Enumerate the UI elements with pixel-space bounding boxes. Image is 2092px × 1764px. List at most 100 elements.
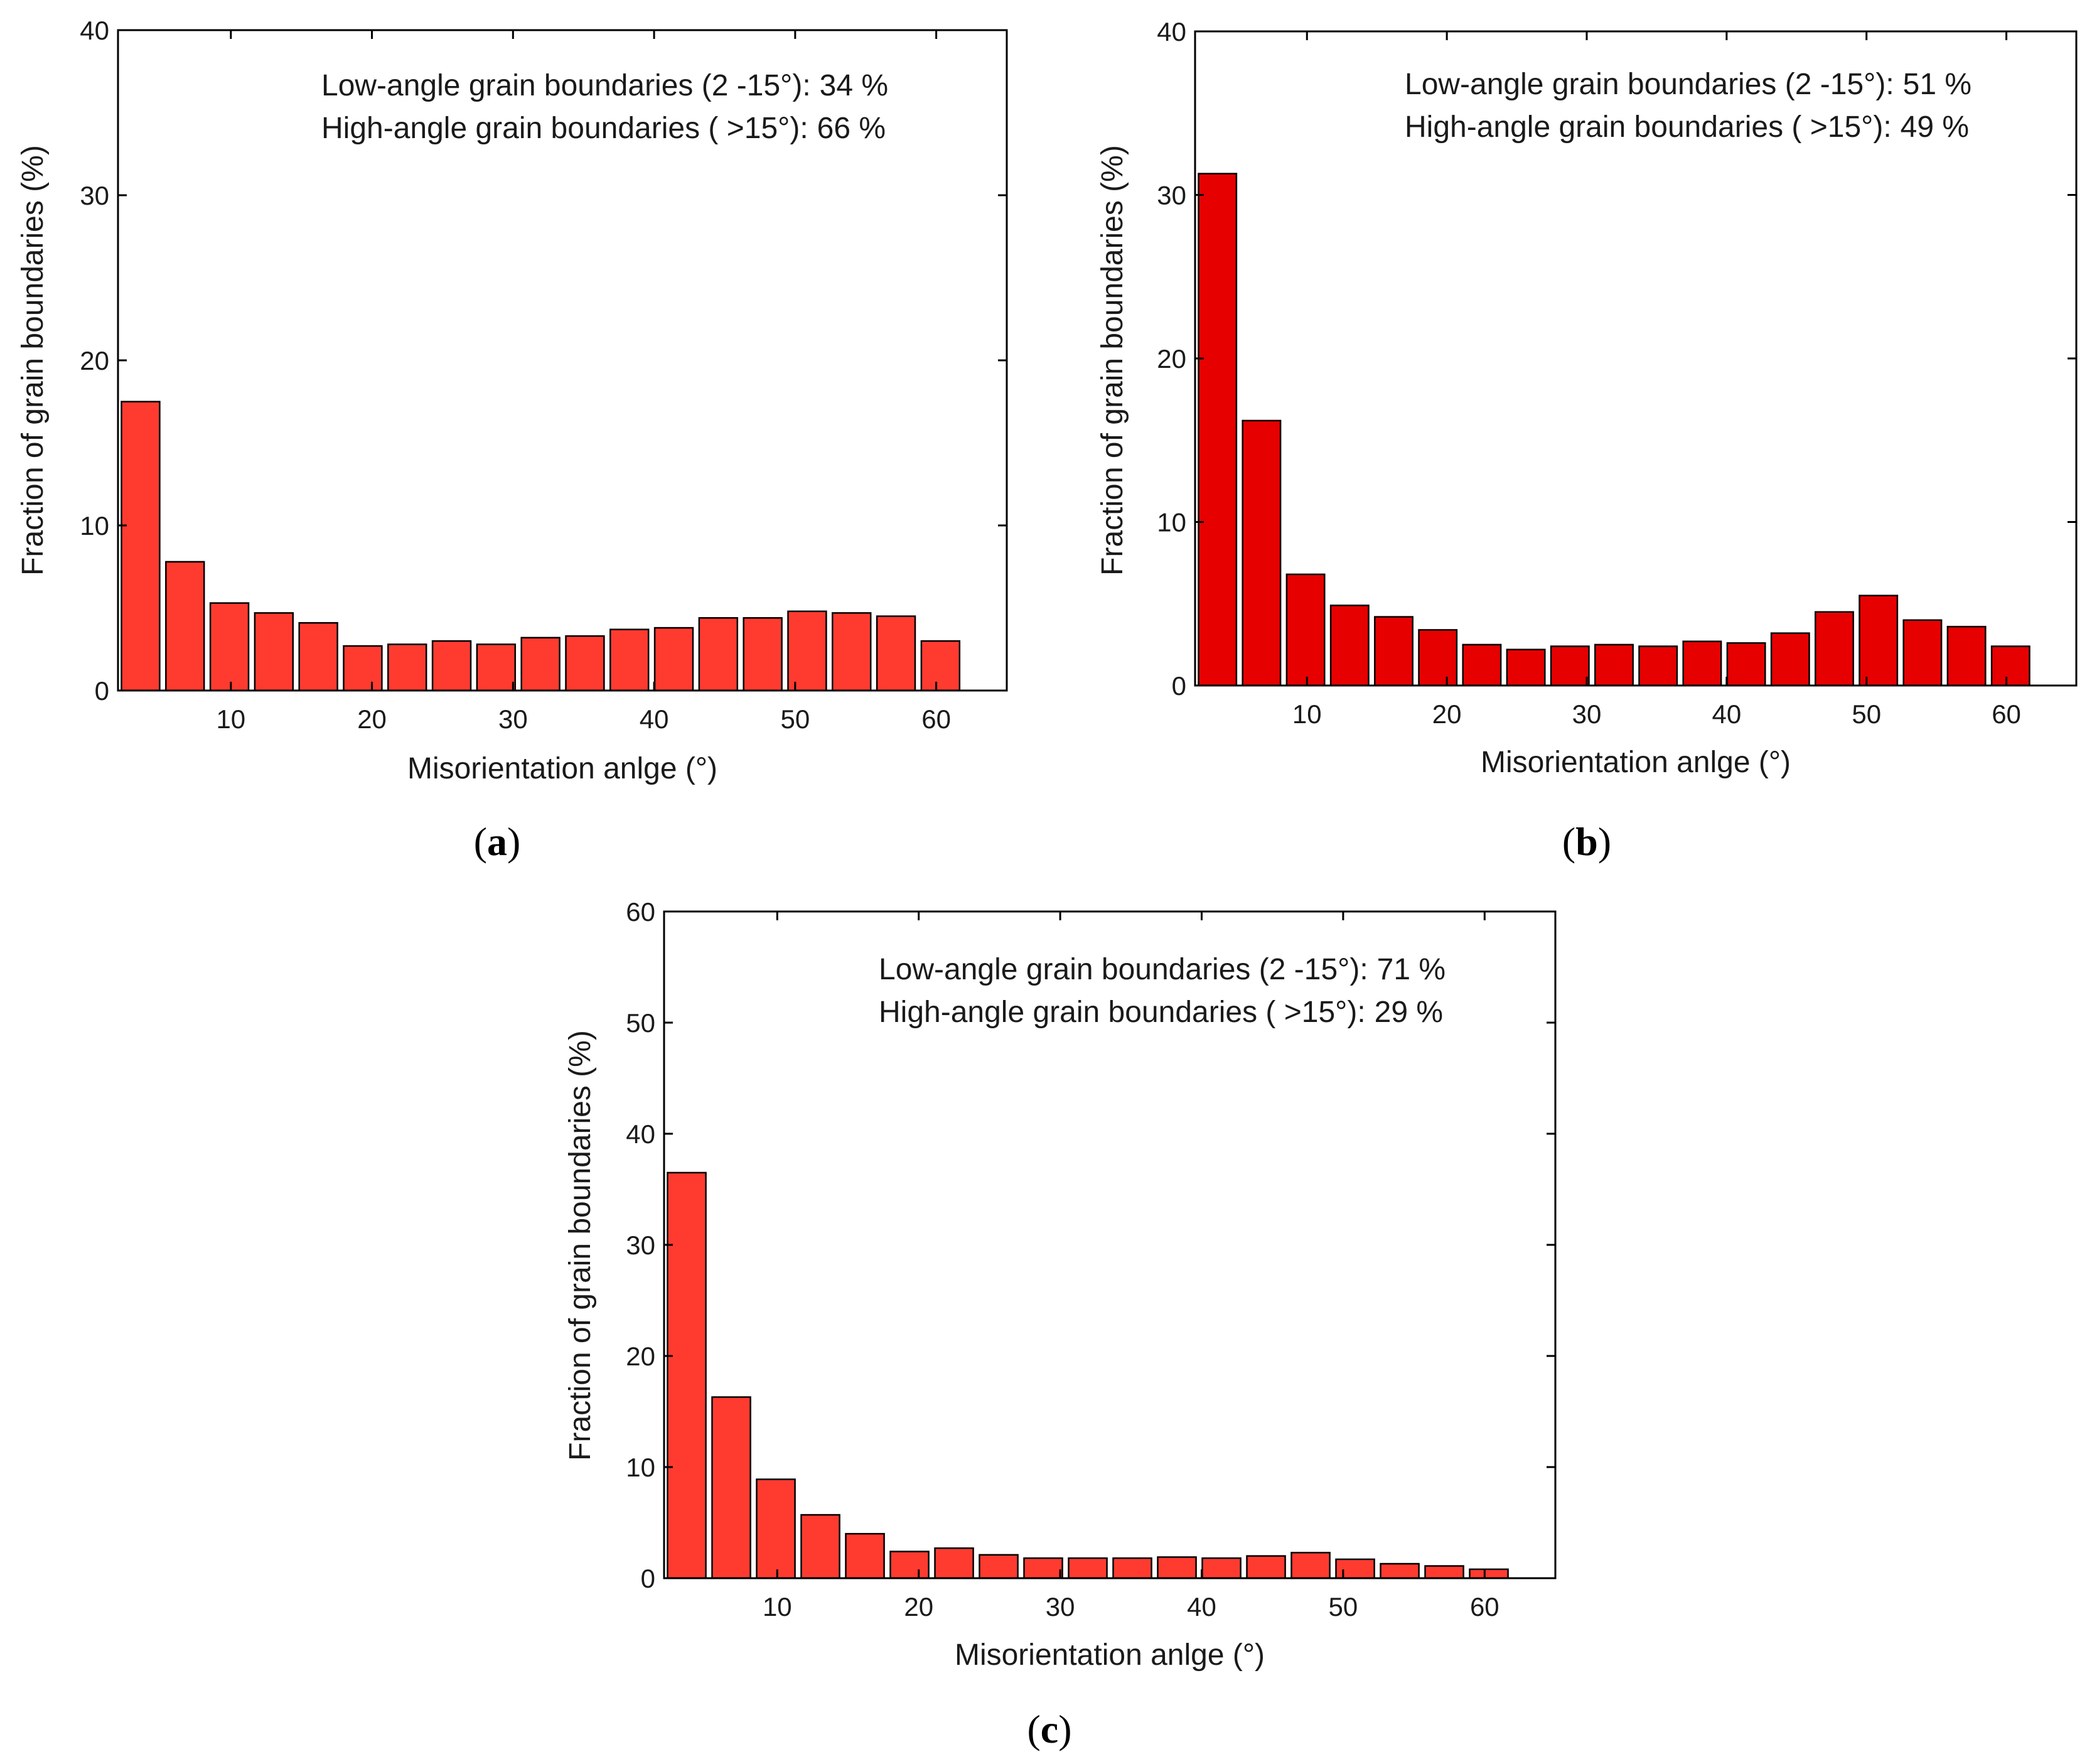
bar-c-14	[1246, 1555, 1286, 1579]
bar-c-6	[889, 1551, 930, 1579]
bar-c-17	[1380, 1562, 1420, 1579]
y-tick-label-a-20: 20	[80, 346, 109, 375]
x-tick-label-a-20: 20	[357, 704, 387, 734]
x-tick-label-c-40: 40	[1187, 1592, 1216, 1621]
bar-b-10	[1594, 643, 1634, 687]
caption-letter-b: b	[1575, 819, 1598, 864]
x-tick-label-b-50: 50	[1852, 699, 1881, 729]
bars-c	[667, 1171, 1509, 1579]
bar-a-13	[653, 627, 694, 692]
y-tick-label-b-40: 40	[1157, 17, 1186, 46]
bar-b-1	[1198, 173, 1238, 687]
bar-c-5	[845, 1532, 885, 1579]
y-tick-label-c-0: 0	[641, 1564, 655, 1593]
y-tick-label-c-20: 20	[626, 1342, 655, 1371]
bar-a-2	[165, 561, 205, 692]
y-axis-label-b: Fraction of grain boundaries (%)	[1096, 145, 1129, 576]
bar-b-14	[1770, 632, 1810, 687]
bar-a-6	[343, 645, 383, 692]
x-tick-label-a-30: 30	[498, 704, 528, 734]
x-tick-label-c-30: 30	[1046, 1592, 1075, 1621]
y-tick-label-b-20: 20	[1157, 344, 1186, 374]
bar-a-4	[254, 612, 294, 692]
annotation-low-angle-c: Low-angle grain boundaries (2 -15°): 71 %	[879, 953, 1446, 986]
bar-b-9	[1550, 645, 1590, 687]
bar-b-7	[1462, 643, 1502, 687]
y-tick-label-b-0: 0	[1172, 671, 1186, 701]
caption-open-a: (	[474, 819, 487, 864]
annotation-low-angle-label-c: Low-angle grain boundaries (2 -15°):	[879, 953, 1368, 986]
bars-b	[1198, 173, 2030, 687]
bar-a-11	[565, 635, 605, 692]
y-tick-label-c-10: 10	[626, 1453, 655, 1482]
tick-labels-c: 0 10 20 30 40 50 60 10 20 30 40 50 60	[626, 897, 1499, 1621]
bar-a-14	[698, 617, 739, 692]
caption-letter-a: a	[487, 819, 507, 864]
bar-c-13	[1201, 1557, 1242, 1579]
panel-c: 0 10 20 30 40 50 60 10 20 30 40 50 60 Misorientation…	[564, 897, 1557, 1751]
panel-caption-a: (a)	[474, 819, 521, 864]
bar-c-2	[711, 1396, 751, 1579]
caption-close-a: )	[507, 819, 520, 864]
bars-a	[121, 401, 961, 692]
x-tick-label-a-40: 40	[640, 704, 669, 734]
annotation-high-angle-b: High-angle grain boundaries ( >15°): 49 %	[1405, 110, 1969, 144]
y-axis-label-a: Fraction of grain boundaries (%)	[16, 145, 50, 576]
ticks-b	[1195, 30, 2076, 687]
bar-c-9	[1023, 1557, 1063, 1579]
bar-c-18	[1424, 1565, 1464, 1579]
annotation-low-angle-label-a: Low-angle grain boundaries (2 -15°):	[321, 69, 811, 102]
annotation-low-angle-value-c: 71 %	[1377, 953, 1446, 986]
x-tick-label-c-50: 50	[1329, 1592, 1358, 1621]
bar-c-3	[756, 1478, 796, 1579]
bar-b-17	[1902, 619, 1943, 687]
y-tick-label-c-40: 40	[626, 1119, 655, 1149]
annotation-high-angle-label-c: High-angle grain boundaries ( >15°):	[879, 996, 1366, 1029]
caption-close-b: )	[1598, 819, 1611, 864]
y-tick-label-c-30: 30	[626, 1230, 655, 1260]
annotation-high-angle-value-a: 66 %	[817, 112, 886, 145]
x-tick-label-a-10: 10	[216, 704, 245, 734]
bar-c-19	[1469, 1568, 1509, 1579]
bar-b-5	[1374, 616, 1413, 687]
bar-c-12	[1157, 1556, 1197, 1579]
caption-letter-c: c	[1041, 1707, 1058, 1751]
bar-a-12	[609, 628, 650, 692]
bar-a-16	[787, 610, 827, 692]
y-tick-label-a-40: 40	[80, 16, 109, 45]
bar-a-17	[832, 612, 872, 692]
annotation-high-angle-label-b: High-angle grain boundaries ( >15°):	[1405, 110, 1892, 144]
bar-b-2	[1242, 419, 1282, 687]
annotation-low-angle-a: Low-angle grain boundaries (2 -15°): 34 %	[321, 69, 888, 102]
x-axis-label-c: Misorientation anlge (°)	[955, 1638, 1265, 1672]
x-tick-label-b-30: 30	[1572, 699, 1602, 729]
bar-c-8	[979, 1554, 1019, 1579]
y-tick-label-b-10: 10	[1157, 508, 1186, 537]
bar-b-3	[1285, 573, 1326, 687]
y-tick-label-c-50: 50	[626, 1008, 655, 1038]
bar-b-4	[1329, 605, 1370, 687]
bar-a-8	[431, 640, 472, 692]
x-tick-label-c-20: 20	[904, 1592, 933, 1621]
bar-b-13	[1726, 642, 1766, 687]
bar-c-10	[1068, 1557, 1108, 1579]
bar-c-7	[934, 1547, 974, 1579]
bar-b-19	[1990, 645, 2030, 687]
bar-c-15	[1290, 1552, 1331, 1579]
panel-caption-c: (c)	[1027, 1707, 1071, 1751]
annotation-high-angle-a: High-angle grain boundaries ( >15°): 66 %	[321, 112, 886, 145]
x-axis-label-a: Misorientation anlge (°)	[407, 752, 717, 785]
bar-a-18	[876, 615, 916, 692]
bar-b-15	[1815, 611, 1854, 687]
x-axis-label-b: Misorientation anlge (°)	[1481, 746, 1791, 779]
bar-c-1	[667, 1171, 707, 1579]
bar-a-3	[209, 602, 250, 692]
tick-labels-b: 0 10 20 30 40 10 20 30 40 50 60	[1157, 17, 2021, 729]
bar-c-4	[800, 1514, 840, 1579]
y-tick-label-a-30: 30	[80, 181, 109, 210]
x-tick-label-c-10: 10	[763, 1592, 792, 1621]
bar-a-19	[920, 640, 961, 692]
ticks-c	[664, 910, 1555, 1579]
annotation-high-angle-value-b: 49 %	[1901, 110, 1969, 144]
